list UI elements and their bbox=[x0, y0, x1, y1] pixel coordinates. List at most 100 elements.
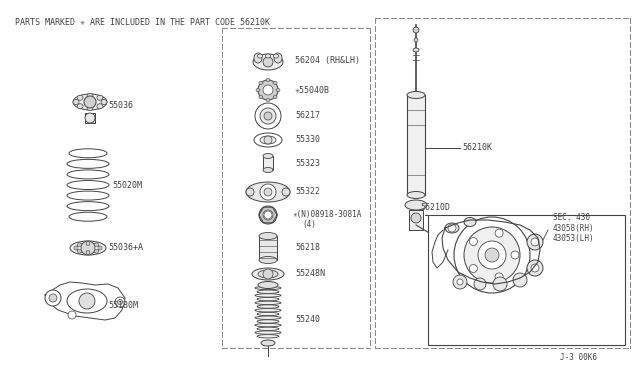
Text: 55322: 55322 bbox=[295, 187, 320, 196]
Circle shape bbox=[264, 188, 272, 196]
Ellipse shape bbox=[274, 53, 282, 63]
Circle shape bbox=[49, 294, 57, 302]
Text: 56217: 56217 bbox=[295, 112, 320, 121]
Polygon shape bbox=[432, 230, 448, 268]
Polygon shape bbox=[442, 220, 540, 284]
Circle shape bbox=[495, 273, 503, 281]
Polygon shape bbox=[45, 282, 125, 320]
Circle shape bbox=[527, 260, 543, 276]
FancyBboxPatch shape bbox=[409, 210, 423, 230]
Text: 551B0M: 551B0M bbox=[108, 301, 138, 310]
Circle shape bbox=[86, 250, 90, 254]
Text: 55248N: 55248N bbox=[295, 269, 325, 279]
Circle shape bbox=[457, 279, 463, 285]
Ellipse shape bbox=[255, 286, 281, 290]
Circle shape bbox=[263, 57, 273, 67]
Text: ✳55040B: ✳55040B bbox=[295, 86, 330, 94]
Ellipse shape bbox=[255, 331, 281, 334]
Ellipse shape bbox=[67, 159, 109, 169]
Circle shape bbox=[485, 248, 499, 262]
Circle shape bbox=[448, 224, 456, 232]
Ellipse shape bbox=[405, 200, 427, 210]
Ellipse shape bbox=[445, 223, 459, 233]
Text: ✳(N)08918-3081A: ✳(N)08918-3081A bbox=[293, 211, 362, 219]
Circle shape bbox=[68, 311, 76, 319]
Circle shape bbox=[77, 243, 81, 247]
Circle shape bbox=[98, 246, 102, 250]
Ellipse shape bbox=[73, 94, 107, 110]
Ellipse shape bbox=[257, 54, 262, 58]
Circle shape bbox=[74, 246, 78, 250]
Ellipse shape bbox=[69, 212, 107, 221]
Ellipse shape bbox=[260, 136, 276, 144]
Text: 56218: 56218 bbox=[295, 244, 320, 253]
Circle shape bbox=[118, 299, 122, 305]
Ellipse shape bbox=[257, 290, 279, 294]
Ellipse shape bbox=[77, 104, 83, 109]
Ellipse shape bbox=[257, 327, 279, 331]
Ellipse shape bbox=[255, 324, 281, 327]
Text: 55323: 55323 bbox=[295, 158, 320, 167]
Ellipse shape bbox=[254, 133, 282, 147]
Circle shape bbox=[474, 278, 486, 290]
Circle shape bbox=[493, 277, 507, 291]
Circle shape bbox=[79, 293, 95, 309]
Circle shape bbox=[258, 80, 278, 100]
Ellipse shape bbox=[258, 270, 278, 278]
Ellipse shape bbox=[266, 54, 271, 58]
Circle shape bbox=[264, 112, 272, 120]
Circle shape bbox=[527, 234, 543, 250]
Ellipse shape bbox=[70, 241, 106, 255]
Circle shape bbox=[464, 227, 520, 283]
Circle shape bbox=[469, 237, 477, 246]
Ellipse shape bbox=[69, 149, 107, 158]
Ellipse shape bbox=[261, 340, 275, 346]
Text: 43058(RH): 43058(RH) bbox=[553, 224, 595, 232]
Ellipse shape bbox=[87, 93, 93, 99]
Circle shape bbox=[263, 85, 273, 95]
Text: SEC. 430: SEC. 430 bbox=[553, 214, 590, 222]
Circle shape bbox=[263, 269, 273, 279]
Ellipse shape bbox=[273, 81, 277, 84]
Text: J-3 00K6: J-3 00K6 bbox=[560, 353, 597, 362]
Circle shape bbox=[453, 275, 467, 289]
Ellipse shape bbox=[259, 96, 263, 99]
FancyBboxPatch shape bbox=[85, 113, 95, 123]
Circle shape bbox=[264, 136, 272, 144]
Circle shape bbox=[511, 251, 519, 259]
Circle shape bbox=[264, 211, 272, 219]
Ellipse shape bbox=[97, 95, 103, 100]
Ellipse shape bbox=[257, 305, 279, 308]
Ellipse shape bbox=[252, 268, 284, 280]
FancyBboxPatch shape bbox=[428, 215, 625, 345]
Circle shape bbox=[478, 241, 506, 269]
Ellipse shape bbox=[87, 106, 93, 110]
Text: 55036: 55036 bbox=[108, 100, 133, 109]
Circle shape bbox=[260, 184, 276, 200]
Circle shape bbox=[95, 249, 99, 253]
Ellipse shape bbox=[77, 95, 83, 100]
Ellipse shape bbox=[256, 89, 260, 92]
Ellipse shape bbox=[276, 89, 280, 92]
Text: 55330: 55330 bbox=[295, 135, 320, 144]
Ellipse shape bbox=[259, 257, 277, 263]
Circle shape bbox=[495, 229, 503, 237]
Ellipse shape bbox=[67, 191, 109, 200]
FancyBboxPatch shape bbox=[407, 95, 425, 195]
Ellipse shape bbox=[257, 312, 279, 316]
Ellipse shape bbox=[246, 182, 290, 202]
Text: 56210D: 56210D bbox=[420, 202, 450, 212]
Ellipse shape bbox=[255, 294, 281, 297]
Circle shape bbox=[115, 297, 125, 307]
Circle shape bbox=[260, 108, 276, 124]
Circle shape bbox=[45, 290, 61, 306]
Text: 56204 (RH&LH): 56204 (RH&LH) bbox=[295, 55, 360, 64]
Ellipse shape bbox=[255, 316, 281, 320]
Ellipse shape bbox=[259, 232, 277, 240]
Circle shape bbox=[513, 273, 527, 287]
Circle shape bbox=[84, 96, 96, 108]
Ellipse shape bbox=[67, 202, 109, 211]
Ellipse shape bbox=[407, 92, 425, 99]
Ellipse shape bbox=[263, 167, 273, 173]
Ellipse shape bbox=[266, 99, 270, 102]
